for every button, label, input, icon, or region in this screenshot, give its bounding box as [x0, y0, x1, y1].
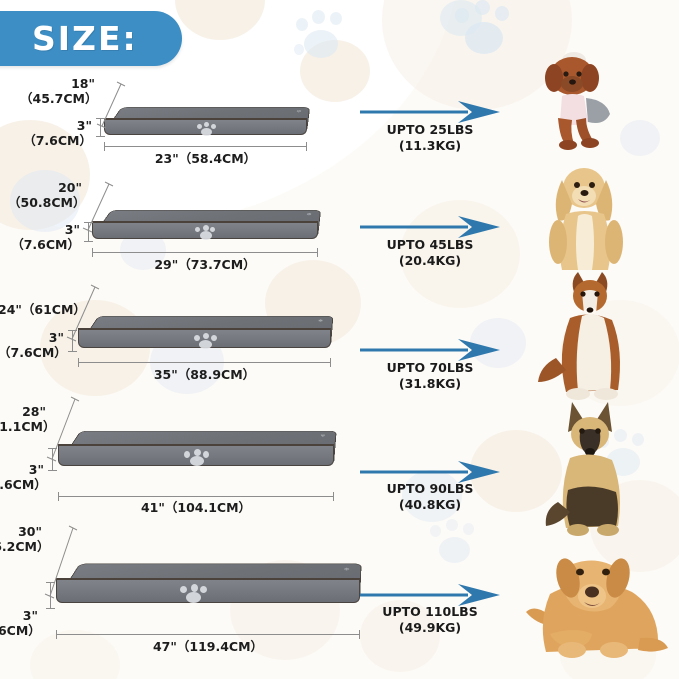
height-dimension-line: [100, 118, 101, 136]
capacity-label: UPTO 25LBS (11.3KG): [386, 122, 474, 153]
height-label: 3" （7.6CM）: [0, 462, 47, 492]
arrow-icon: [360, 101, 500, 123]
capacity-arrow: [360, 100, 500, 129]
width-tick: [58, 492, 59, 501]
dog-bed-illustration: ❄: [58, 400, 337, 466]
height-label: 3" （7.6CM）: [0, 330, 67, 360]
bed-paw-logo-icon: [195, 225, 216, 240]
width-dimension-line: [104, 146, 307, 147]
width-tick: [104, 142, 105, 151]
depth-label: 18" （45.7CM）: [20, 76, 98, 106]
width-dimension-line: [56, 634, 360, 635]
dog-bed-illustration: ❄: [78, 288, 334, 349]
height-tick: [96, 118, 105, 119]
height-tick: [84, 241, 93, 242]
bg-blob: [440, 0, 482, 36]
capacity-label: UPTO 110LBS (49.9KG): [382, 604, 478, 635]
paw-print-icon: [292, 10, 348, 66]
page-title: SIZE:: [32, 19, 138, 58]
dog-photo-golden-retriever: [520, 530, 670, 670]
size-banner: SIZE:: [0, 11, 182, 66]
capacity-label: UPTO 45LBS (20.4KG): [386, 237, 474, 268]
width-tick: [330, 358, 331, 367]
depth-label: 30" （76.2CM）: [0, 524, 50, 554]
width-label: 35"（88.9CM）: [153, 367, 256, 382]
width-dimension-line: [78, 362, 331, 363]
arrow-icon: [360, 461, 500, 483]
height-label: 3" （7.6CM）: [0, 608, 41, 638]
bg-blob: [175, 0, 265, 40]
brand-logo-icon: ❄: [317, 319, 324, 323]
width-tick: [333, 492, 334, 501]
bed-paw-logo-icon: [179, 584, 207, 603]
depth-dimension-line: [96, 81, 126, 129]
height-dimension-line: [88, 222, 89, 241]
depth-dimension-line: [82, 181, 114, 233]
paw-print-icon: [455, 0, 515, 60]
width-dimension-line: [58, 496, 334, 497]
height-dimension-line: [50, 582, 51, 608]
depth-dimension-line: [46, 396, 80, 462]
bed-front-panel: [104, 118, 307, 136]
depth-dimension-line: [44, 525, 78, 599]
bed-paw-logo-icon: [184, 449, 209, 467]
width-label: 29"（73.7CM）: [154, 257, 256, 272]
height-tick: [68, 351, 77, 352]
height-tick: [96, 136, 105, 137]
bed-front-panel: [92, 221, 318, 240]
height-label: 3" （7.6CM）: [23, 118, 92, 148]
depth-label: 28" （71.1CM）: [0, 404, 56, 434]
bed-paw-logo-icon: [196, 122, 216, 136]
width-label: 23"（58.4CM）: [154, 151, 257, 166]
width-label: 41"（104.1CM）: [140, 500, 252, 515]
dog-bed-illustration: ❄: [104, 84, 311, 136]
dog-bed-illustration: ❄: [92, 185, 322, 240]
height-tick: [48, 470, 57, 471]
brand-logo-icon: ❄: [343, 567, 351, 572]
dog-photo-cocker-spaniel: [528, 158, 646, 276]
dog-bed-illustration: ❄: [56, 530, 362, 603]
bed-front-panel: [56, 578, 360, 603]
height-tick: [46, 608, 55, 609]
capacity-arrow: [360, 583, 500, 612]
capacity-arrow: [360, 460, 500, 489]
height-tick: [68, 330, 77, 331]
bed-front-panel: [78, 328, 331, 349]
arrow-icon: [360, 339, 500, 361]
arrow-icon: [360, 584, 500, 606]
width-tick: [317, 248, 318, 257]
capacity-arrow: [360, 338, 500, 367]
bed-front-panel: [58, 444, 334, 466]
height-tick: [48, 448, 57, 449]
dog-photo-german-shepherd: [530, 398, 654, 538]
dog-photo-toy-poodle: [528, 48, 638, 153]
height-dimension-line: [52, 448, 53, 470]
width-tick: [359, 630, 360, 639]
bg-blob: [300, 40, 370, 102]
brand-logo-icon: ❄: [319, 434, 327, 438]
height-label: 3" （7.6CM）: [11, 222, 80, 252]
width-tick: [92, 248, 93, 257]
capacity-arrow: [360, 215, 500, 244]
brand-logo-icon: ❄: [295, 109, 303, 114]
bed-paw-logo-icon: [193, 333, 217, 349]
brand-logo-icon: ❄: [306, 212, 313, 217]
width-tick: [306, 142, 307, 151]
width-tick: [78, 358, 79, 367]
arrow-icon: [360, 216, 500, 238]
dog-photo-rough-collie: [526, 270, 648, 402]
width-tick: [56, 630, 57, 639]
paw-print-icon: [430, 519, 480, 568]
depth-label: 20" （50.8CM）: [8, 180, 86, 210]
height-tick: [84, 222, 93, 223]
height-dimension-line: [72, 330, 73, 351]
bg-blob: [30, 630, 120, 679]
capacity-label: UPTO 90LBS (40.8KG): [386, 481, 474, 512]
width-dimension-line: [92, 252, 318, 253]
height-tick: [46, 582, 55, 583]
depth-label: 24"（61CM）: [0, 302, 86, 317]
width-label: 47"（119.4CM）: [152, 639, 264, 654]
capacity-label: UPTO 70LBS (31.8KG): [386, 360, 474, 391]
